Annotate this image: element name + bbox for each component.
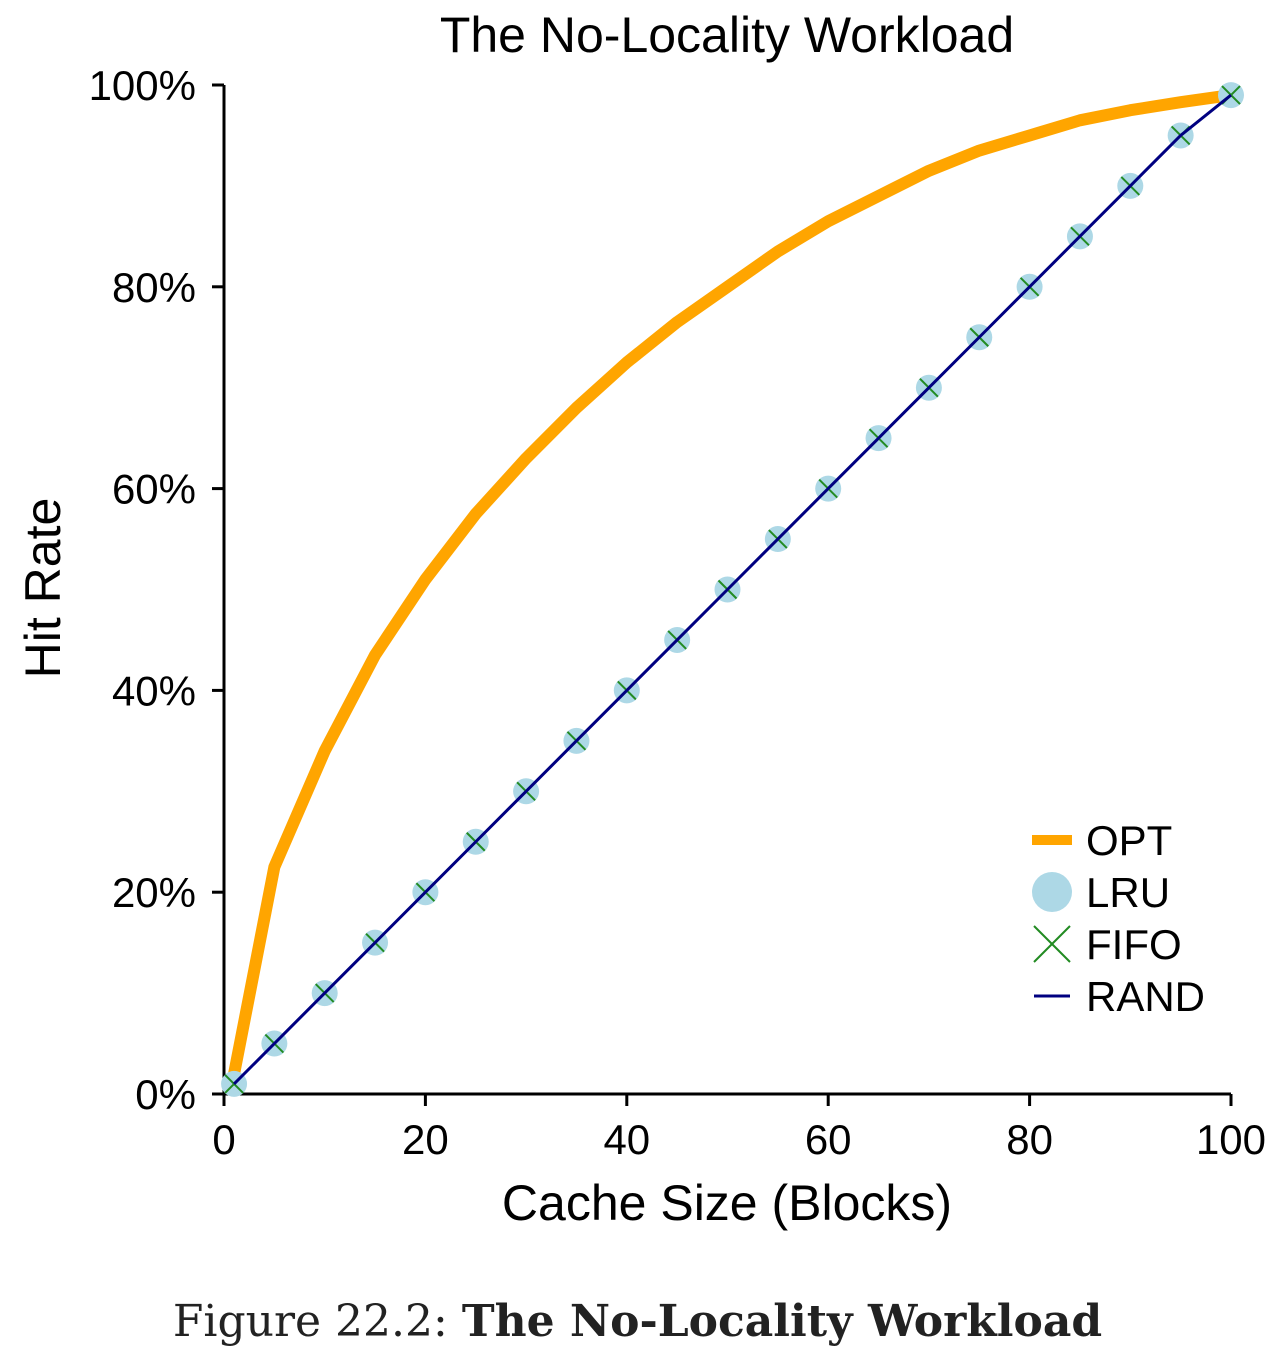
- plot-area: [221, 82, 1244, 1097]
- x-tick-label: 0: [212, 1116, 235, 1163]
- y-tick-label: 60%: [112, 466, 196, 513]
- caption-prefix: Figure 22.2:: [172, 1296, 448, 1347]
- legend-label-opt: OPT: [1086, 817, 1172, 864]
- y-tick-label: 100%: [89, 62, 196, 109]
- x-tick-label: 100: [1196, 1116, 1266, 1163]
- legend-swatch-fifo: [1033, 925, 1071, 963]
- legend: OPT LRU FIFO RAND: [1032, 817, 1205, 1020]
- caption-title: The No-Locality Workload: [461, 1296, 1103, 1347]
- y-axis-label: Hit Rate: [15, 498, 71, 679]
- legend-swatch-lru: [1032, 872, 1072, 912]
- axes: [222, 85, 1231, 1096]
- x-tick-label: 20: [402, 1116, 449, 1163]
- y-tick-label: 80%: [112, 264, 196, 311]
- legend-label-lru: LRU: [1086, 869, 1170, 916]
- series-opt-line: [228, 89, 1237, 1080]
- figure-caption: Figure 22.2: The No-Locality Workload: [0, 1296, 1275, 1347]
- chart-title: The No-Locality Workload: [440, 7, 1014, 63]
- series-rand-line: [233, 93, 1232, 1085]
- x-axis-label: Cache Size (Blocks): [502, 1175, 952, 1231]
- y-tick-label: 0%: [135, 1071, 196, 1118]
- legend-label-rand: RAND: [1086, 973, 1205, 1020]
- legend-label-fifo: FIFO: [1086, 921, 1182, 968]
- no-locality-chart: The No-Locality Workload 0 20 40 60 80 100 0% 2…: [15, 7, 1266, 1231]
- x-tick-label: 60: [805, 1116, 852, 1163]
- x-tick-label: 40: [603, 1116, 650, 1163]
- x-tick-label: 80: [1006, 1116, 1053, 1163]
- y-tick-label: 20%: [112, 869, 196, 916]
- ticks: 0 20 40 60 80 100 0% 20% 40% 60% 80% 100%: [89, 62, 1266, 1163]
- y-tick-label: 40%: [112, 667, 196, 714]
